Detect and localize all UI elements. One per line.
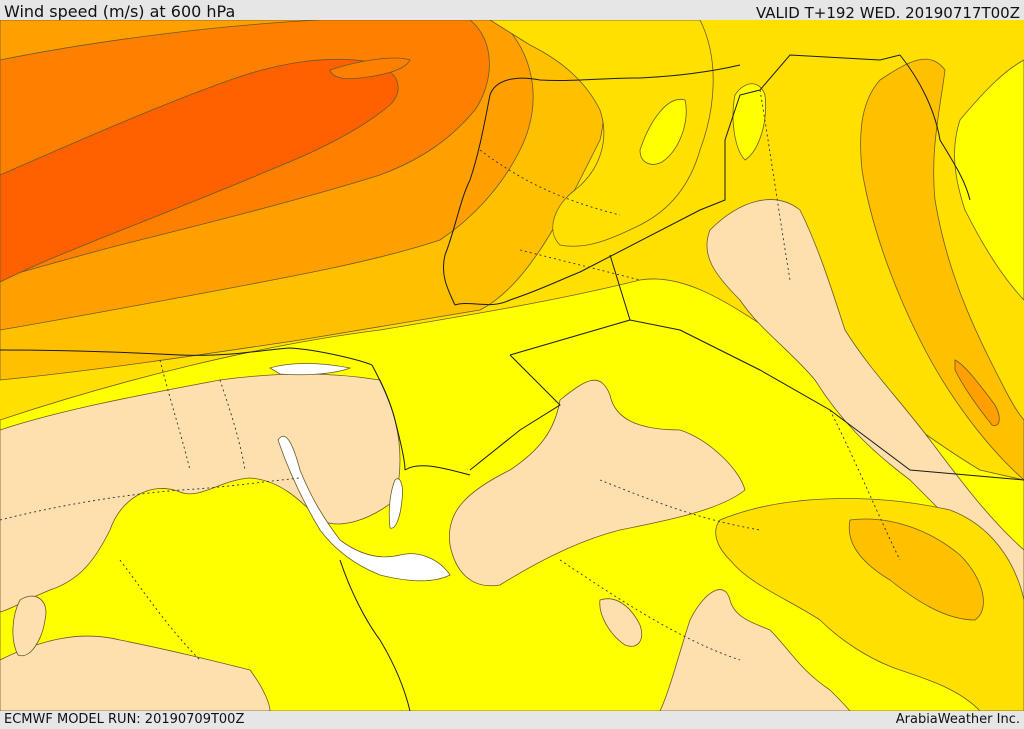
field-level-2-pocket-b [732, 83, 766, 161]
country-borders [0, 54, 1024, 711]
model-run: ECMWF MODEL RUN: 20190709T00Z [4, 712, 245, 727]
field-level-1-southwest-b [12, 595, 47, 657]
field-level-5-east [954, 359, 1000, 426]
field-level-2-pocket-a [639, 99, 687, 165]
field-level-1-arabia [448, 379, 746, 587]
footer-bar: ECMWF MODEL RUN: 20190709T00Z ArabiaWeat… [0, 711, 1024, 729]
field-level-1-south-arabia [659, 589, 851, 711]
missing-data-gulf [388, 478, 403, 529]
credit-text: ArabiaWeather Inc. [895, 712, 1020, 727]
missing-data-coast [269, 363, 352, 376]
field-level-4-southeast-core [848, 518, 984, 621]
header-bar: Wind speed (m/s) at 600 hPa VALID T+192 … [0, 0, 1024, 22]
field-level-7-north [0, 58, 399, 283]
field-level-1-pocket-c [599, 598, 642, 647]
map-title: Wind speed (m/s) at 600 hPa [4, 2, 236, 21]
valid-time: VALID T+192 WED. 20190717T00Z [755, 4, 1020, 22]
wind-speed-map [0, 20, 1024, 711]
field-level-4-east [860, 58, 1024, 481]
missing-data-red-sea [277, 435, 451, 582]
field-level-6-streak [329, 57, 411, 80]
internal-boundaries [0, 89, 901, 661]
field-level-1-southwest [0, 635, 271, 711]
field-level-2-east [954, 59, 1024, 301]
